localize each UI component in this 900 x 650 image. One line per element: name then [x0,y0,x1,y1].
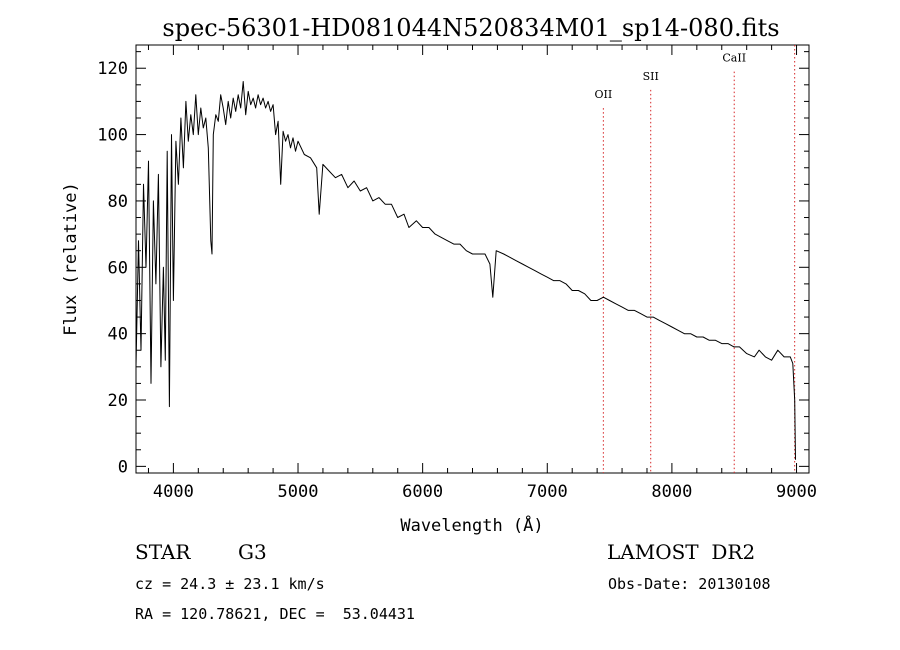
x-tick-label: 7000 [527,482,568,502]
y-axis-label: Flux (relative) [61,182,81,336]
annotation-label: OII [595,88,613,101]
axis-tick-labels: 4000 5000 6000 7000 8000 9000 0 20 40 60 80 100 120 [97,59,817,502]
y-tick-label: 100 [97,126,128,146]
y-tick-label: 20 [108,391,128,411]
x-tick-label: 8000 [651,482,692,502]
spectrum-series [136,81,796,460]
annotation-label: SII [643,70,659,83]
x-tick-label: 5000 [278,482,319,502]
line-annotations: OII SII CaII [595,45,796,473]
observation-date: Obs-Date: 20130108 [608,575,771,593]
y-tick-label: 40 [108,325,128,345]
chart-title: spec-56301-HD081044N520834M01_sp14-080.f… [162,14,779,42]
plot-border [135,44,810,474]
y-tick-label: 60 [108,258,128,278]
redshift-cz: cz = 24.3 ± 23.1 km/s [135,575,325,593]
x-tick-label: 9000 [776,482,817,502]
ra-dec-coordinates: RA = 120.78621, DEC = 53.04431 [135,605,415,623]
x-tick-label: 4000 [153,482,194,502]
x-tick-label: 6000 [402,482,443,502]
annotation-label: CaII [722,52,746,65]
y-tick-label: 80 [108,192,128,212]
axis-ticks [136,45,809,473]
y-tick-label: 0 [118,457,128,477]
survey-name: LAMOST DR2 [607,540,756,564]
spectrum-line [136,81,796,460]
y-tick-label: 120 [97,59,128,79]
spectral-subclass: G3 [238,540,267,564]
object-class: STAR [135,540,191,564]
x-axis-label: Wavelength (Å) [400,514,543,536]
plot-frame [135,44,810,474]
